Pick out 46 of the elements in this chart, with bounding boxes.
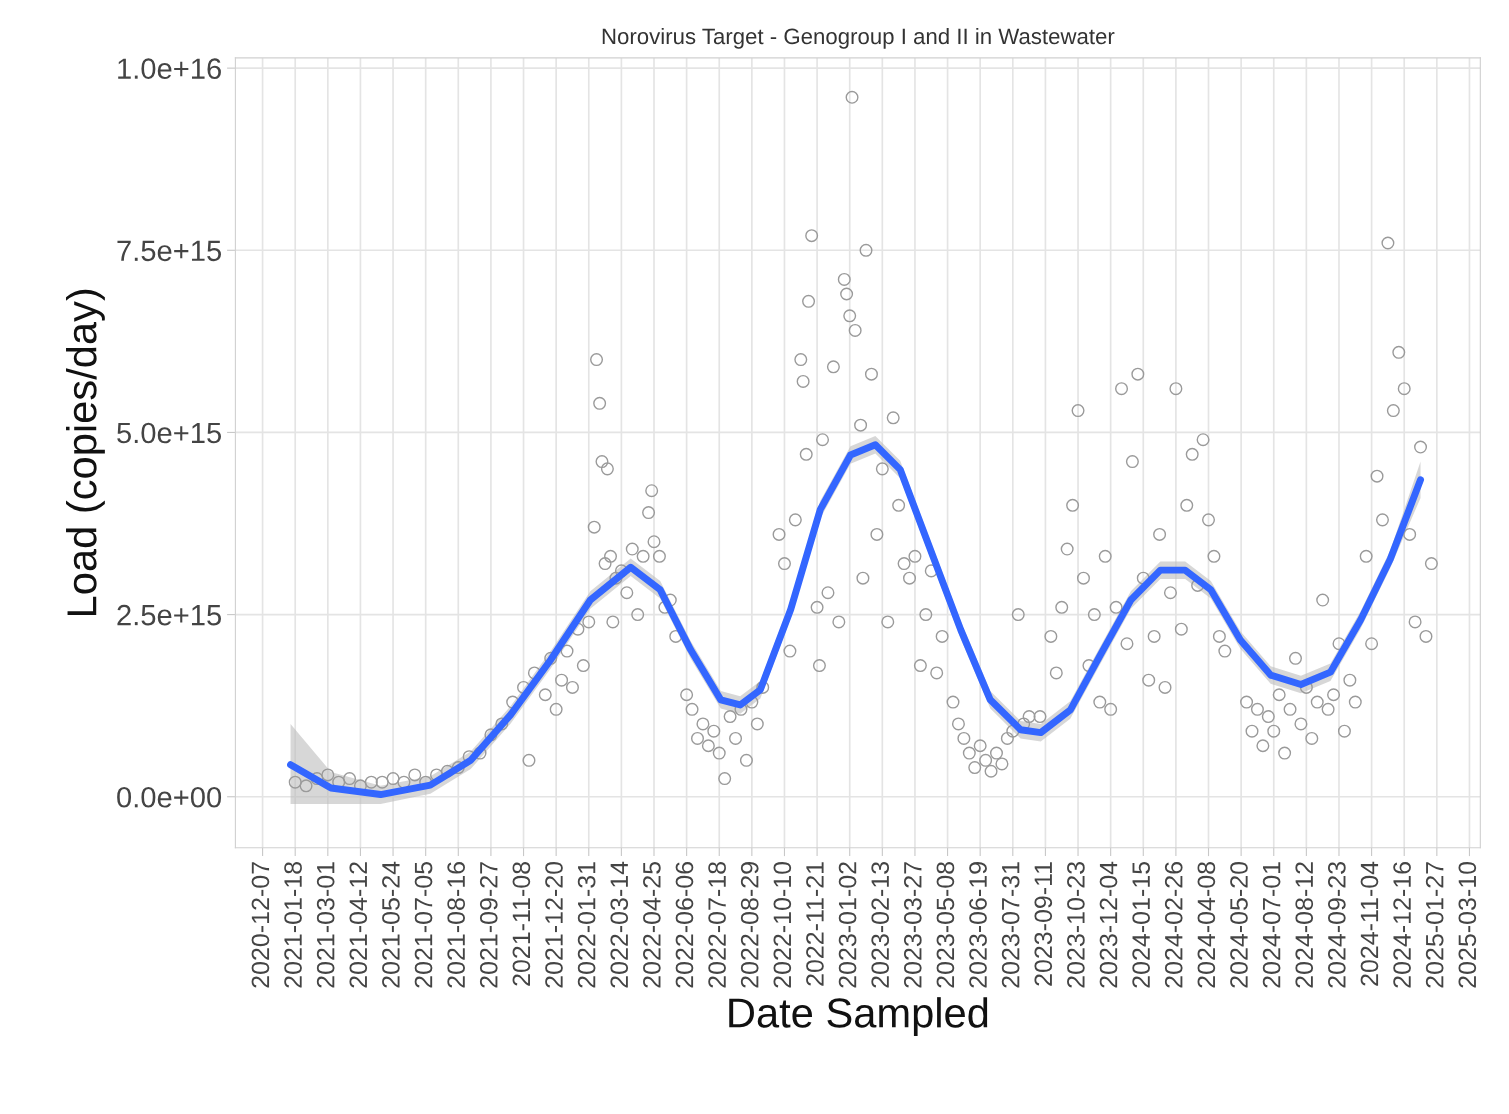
- y-tick-label: 1.0e+16: [118, 58, 221, 79]
- x-tick-label: 2022-08-29: [740, 862, 759, 988]
- x-tick-label: 2021-01-18: [284, 862, 302, 988]
- x-tick-label: 2024-01-15: [1132, 861, 1150, 988]
- x-tick-label: 2021-07-05: [414, 861, 433, 988]
- x-tick-label: 2023-10-23: [1067, 862, 1085, 988]
- x-tick-label: 2023-06-19: [969, 862, 987, 988]
- x-tick-label: 2021-09-27: [479, 862, 498, 988]
- x-tick-label: 2025-01-27: [1425, 862, 1444, 988]
- x-tick-label: 2023-03-27: [903, 862, 922, 988]
- x-tick-label: 2022-01-31: [577, 862, 596, 988]
- x-tick-label: 2024-11-04: [1360, 861, 1379, 986]
- x-tick-label: 2023-07-31: [1001, 862, 1020, 988]
- x-axis-title: Date Sampled: [729, 997, 988, 1036]
- x-tick-label: 2024-07-01: [1262, 862, 1281, 988]
- y-tick-label: 2.5e+15: [117, 604, 221, 626]
- x-tick-label: 2022-07-18: [708, 862, 726, 988]
- x-tick-label: 2023-02-13: [871, 862, 890, 988]
- x-tick-label: 2021-04-12: [349, 862, 368, 988]
- y-tick-label: 7.5e+15: [117, 240, 221, 262]
- x-tick-label: 2024-05-20: [1230, 861, 1248, 988]
- x-tick-label: 2022-06-06: [675, 862, 694, 988]
- x-tick-label: 2022-11-21: [806, 862, 824, 986]
- x-tick-label: 2024-12-16: [1393, 862, 1411, 988]
- x-tick-label: 2021-11-08: [512, 862, 531, 986]
- x-tick-label: 2022-04-25: [643, 861, 661, 988]
- x-tick-label: 2025-03-10: [1458, 861, 1477, 988]
- x-tick-label: 2023-05-08: [936, 862, 955, 988]
- x-tick-label: 2022-10-10: [773, 861, 792, 988]
- x-tick-label: 2021-08-16: [447, 862, 466, 988]
- x-tick-label: 2021-12-20: [545, 861, 563, 988]
- x-tick-label: 2023-09-11: [1034, 862, 1053, 986]
- x-tick-label: 2021-05-24: [382, 861, 400, 988]
- x-tick-label: 2024-09-23: [1327, 862, 1346, 988]
- y-axis-title: Load (copies/day): [66, 289, 105, 616]
- x-tick-label: 2021-03-01: [316, 862, 335, 988]
- x-tick-label: 2023-12-04: [1099, 861, 1118, 988]
- x-tick-label: 2023-01-02: [838, 862, 857, 988]
- x-tick-label: 2024-02-26: [1164, 862, 1183, 988]
- y-tick-label: 5.0e+15: [117, 422, 221, 444]
- y-tick-label: 0.0e+00: [117, 786, 222, 808]
- x-tick-label: 2024-08-12: [1295, 862, 1314, 988]
- x-tick-label: 2022-03-14: [610, 861, 629, 988]
- x-tick-label: 2020-12-07: [251, 862, 270, 988]
- x-tick-label: 2024-04-08: [1197, 862, 1216, 988]
- chart-title: Norovirus Target - Genogroup I and II in Wastewater: [602, 27, 1115, 49]
